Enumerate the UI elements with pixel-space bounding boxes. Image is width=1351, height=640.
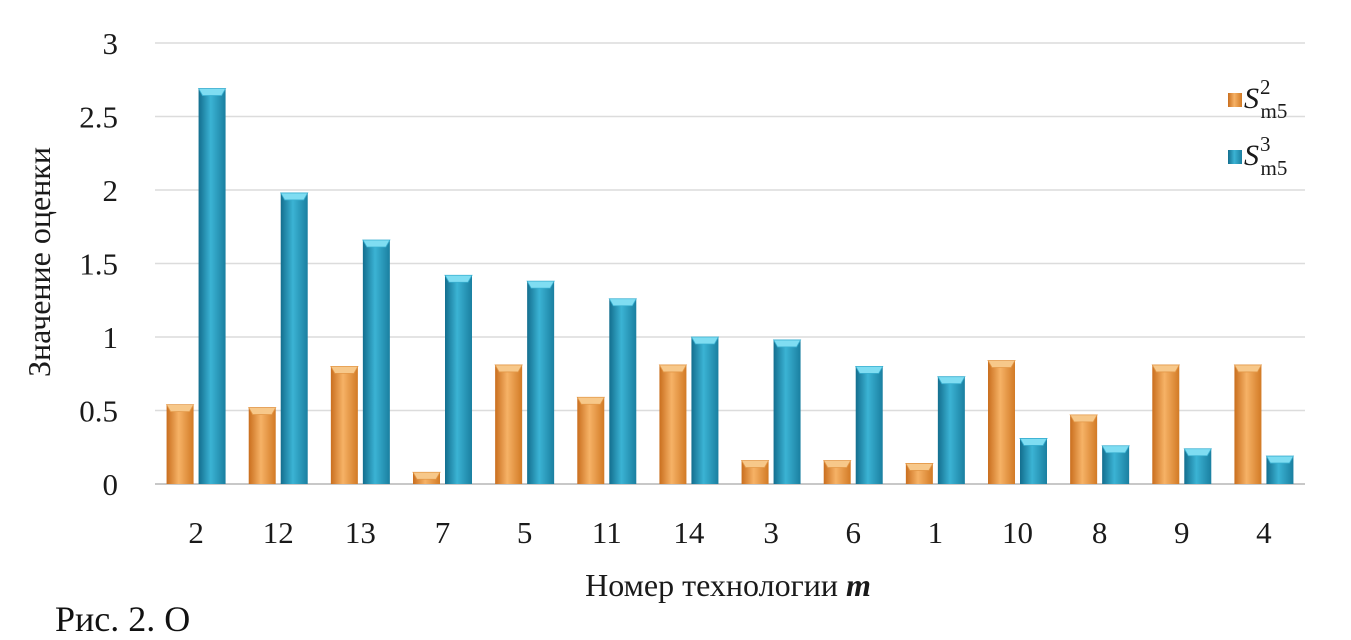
- y-axis-title: Значение оценки: [21, 147, 57, 377]
- x-tick-label: 2: [188, 515, 204, 550]
- bar-cap-s2-10: [987, 360, 1016, 368]
- x-tick-label: 3: [763, 515, 779, 550]
- bar-cap-s2-6: [823, 460, 852, 468]
- legend-label-s2: S2 m5: [1244, 75, 1287, 123]
- legend-item-s2: S2 m5: [1228, 75, 1287, 123]
- bar-s2-10: [988, 360, 1015, 484]
- bar-s2-2: [166, 404, 194, 484]
- bar-cap-s2-4: [1233, 364, 1263, 373]
- x-tick-label: 10: [1002, 515, 1033, 550]
- bar-cap-s2-8: [1069, 414, 1098, 423]
- bar-cap-s3-3: [772, 339, 802, 348]
- bar-cap-s2-14: [658, 364, 688, 373]
- bar-cap-s2-5: [494, 364, 523, 373]
- y-tick-label: 2: [103, 173, 119, 208]
- bar-s3-11: [609, 298, 637, 484]
- y-tick-label: 2.5: [79, 100, 118, 135]
- bar-cap-s3-9: [1183, 448, 1212, 457]
- bar-cap-s2-9: [1151, 364, 1180, 373]
- bar-cap-s3-14: [690, 336, 720, 345]
- y-tick-label: 0.5: [79, 394, 118, 429]
- bar-s3-14: [691, 337, 719, 484]
- bar-s2-12: [248, 407, 276, 484]
- bar-s2-11: [577, 397, 605, 484]
- bar-s2-14: [659, 364, 687, 484]
- bar-s2-5: [495, 364, 523, 484]
- x-tick-label: 11: [592, 515, 622, 550]
- x-tick-labels: 2 12 13 7 5 11 14 3 6 1 10 8 9 4: [188, 515, 1272, 550]
- x-tick-label: 12: [263, 515, 294, 550]
- bar-s3-1: [937, 376, 965, 484]
- bars: [165, 88, 1295, 484]
- bar-s2-4: [1234, 364, 1262, 484]
- bar-s3-13: [362, 239, 390, 484]
- bar-cap-s3-5: [526, 280, 555, 289]
- x-tick-label: 8: [1092, 515, 1108, 550]
- legend-item-s3: S3 m5: [1228, 132, 1287, 180]
- figure-caption: Рис. 2. О: [55, 599, 191, 639]
- x-tick-label: 6: [845, 515, 861, 550]
- bar-s3-2: [198, 88, 226, 484]
- bar-cap-s3-12: [280, 192, 309, 201]
- x-tick-label: 14: [673, 515, 705, 550]
- x-tick-label: 7: [435, 515, 451, 550]
- x-axis-title-text: Номер технологии: [585, 567, 838, 603]
- bar-cap-s2-13: [330, 365, 359, 374]
- legend-swatch-s2: [1228, 93, 1242, 107]
- bar-cap-s2-7: [412, 471, 441, 480]
- y-tick-label: 1: [103, 320, 119, 355]
- bar-cap-s3-13: [362, 239, 391, 248]
- x-tick-label: 4: [1256, 515, 1272, 550]
- legend: S2 m5 S3 m5: [1228, 75, 1287, 180]
- bar-cap-s2-2: [165, 404, 195, 413]
- bar-s2-13: [330, 366, 358, 484]
- bar-cap-s2-11: [576, 396, 605, 405]
- x-axis-variable: m: [846, 567, 871, 603]
- y-tick-labels: 0 0.5 1 1.5 2 2.5 3: [79, 26, 118, 502]
- bar-cap-s3-2: [197, 88, 227, 96]
- bar-s3-12: [280, 192, 308, 484]
- bar-cap-s2-12: [248, 407, 277, 415]
- bar-s3-6: [855, 366, 883, 484]
- x-tick-label: 5: [517, 515, 533, 550]
- bar-cap-s3-10: [1019, 438, 1048, 446]
- y-tick-label: 3: [103, 26, 119, 61]
- legend-swatch-s3: [1228, 150, 1242, 164]
- y-tick-label: 1.5: [79, 247, 118, 282]
- x-tick-label: 1: [928, 515, 944, 550]
- bar-cap-s3-11: [608, 298, 637, 307]
- bar-s3-3: [773, 339, 801, 484]
- bar-cap-s3-8: [1101, 445, 1130, 454]
- x-tick-label: 13: [345, 515, 376, 550]
- x-tick-label: 9: [1174, 515, 1190, 550]
- x-axis-title: Номер технологии m: [585, 567, 871, 603]
- gridlines: [155, 42, 1305, 485]
- bar-cap-s3-1: [937, 376, 966, 385]
- bar-s3-7: [445, 275, 472, 484]
- bar-cap-s3-4: [1265, 455, 1295, 464]
- bar-s2-8: [1070, 414, 1098, 484]
- bar-cap-s2-1: [905, 463, 934, 471]
- bar-cap-s2-3: [740, 460, 770, 468]
- legend-label-s3: S3 m5: [1244, 132, 1287, 180]
- y-tick-label: 0: [103, 467, 119, 502]
- bar-s3-5: [527, 281, 555, 484]
- bar-s3-10: [1020, 438, 1047, 484]
- bar-cap-s3-7: [444, 274, 473, 283]
- bar-cap-s3-6: [855, 365, 884, 374]
- bar-s2-9: [1152, 364, 1180, 484]
